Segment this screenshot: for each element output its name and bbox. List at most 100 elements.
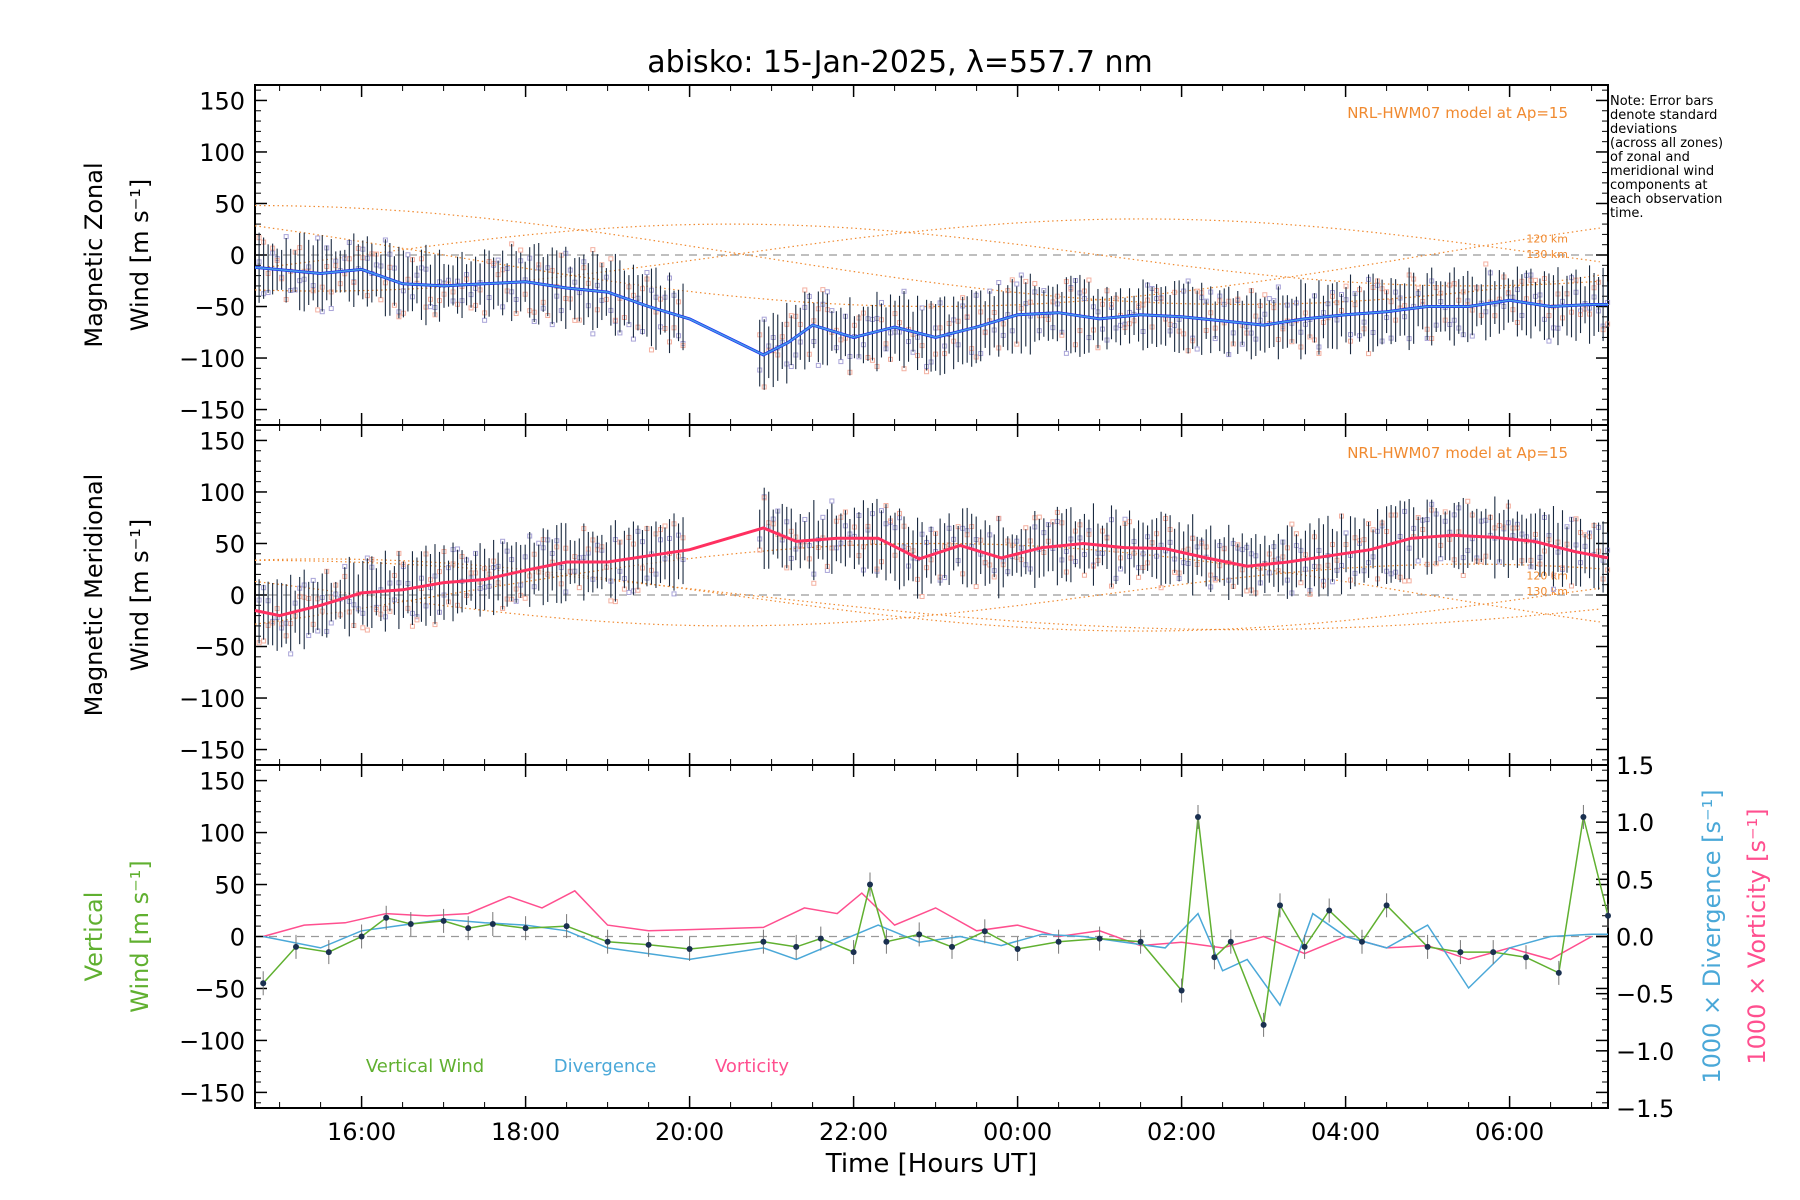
scatter-point [1036, 514, 1042, 520]
scatter-point [630, 336, 636, 342]
vertical-wind-point [522, 925, 529, 932]
vertical-wind-point [883, 938, 890, 945]
y-tick-label: 150 [199, 768, 245, 796]
note-line: Note: Error bars [1610, 94, 1714, 109]
scatter-point [662, 523, 668, 529]
scatter-point [608, 598, 614, 604]
scatter-point [315, 307, 321, 313]
scatter-point [1289, 521, 1295, 527]
model-alt-label: 130 km [1526, 248, 1568, 261]
y-tick-label: −50 [194, 294, 245, 322]
vertical-wind-point [1260, 1021, 1267, 1028]
scatter-point [820, 514, 826, 520]
scatter-point [608, 256, 614, 262]
scatter-point [1406, 578, 1412, 584]
right-y-tick-label: 0.5 [1616, 866, 1654, 894]
right-y-tick-label: −0.5 [1616, 981, 1674, 1009]
scatter-point [590, 247, 596, 253]
vertical-wind-point [1055, 938, 1062, 945]
model-alt-label: 130 km [1526, 585, 1568, 598]
right-y-tick-label: 0.0 [1616, 924, 1654, 952]
scatter-point [802, 287, 808, 293]
meridional-wind-line [254, 526, 1609, 618]
vertical-panel: 150 100 50 0 −50 −100 −150 Vertical Wind [m s⁻¹]… [80, 752, 1771, 1179]
vertical-wind-point [563, 923, 570, 930]
vertical-wind-point [358, 933, 365, 940]
vertical-wind-point [1195, 813, 1201, 820]
model-label: NRL-HWM07 model at Ap=15 [1347, 444, 1568, 462]
vertical-wind-point [867, 881, 873, 888]
x-tick-label: 22:00 [819, 1118, 888, 1146]
x-tick-label: 04:00 [1311, 1118, 1380, 1146]
note-line: denote standard [1610, 108, 1718, 123]
scatter-point [802, 516, 808, 522]
y-axis-label: Vertical [80, 892, 108, 982]
note-line: each observation [1610, 192, 1723, 207]
vertical-wind-point [1277, 902, 1283, 909]
scatter-point [590, 331, 596, 337]
scatter-point [1532, 277, 1538, 283]
scatter-point [1415, 558, 1421, 564]
scatter-point [1081, 572, 1087, 578]
model-alt-label: 120 km [1526, 570, 1568, 583]
vertical-wind-point [1490, 949, 1497, 956]
vertical-wind-point [949, 943, 955, 950]
y-tick-label: 150 [199, 427, 245, 455]
scatter-point [824, 289, 830, 295]
zonal-smooth-line [254, 266, 1608, 356]
y-tick-label: 50 [214, 190, 245, 218]
y-tick-label: 50 [214, 530, 245, 558]
vertical-wind-point [645, 941, 652, 948]
vertical-wind-point [793, 943, 800, 950]
right-y-tick-label: −1.0 [1616, 1038, 1674, 1066]
scatter-point [919, 594, 925, 600]
vertical-wind-point [1326, 907, 1333, 914]
vertical-wind-point [489, 921, 496, 928]
scatter-point [364, 627, 370, 633]
scatter-point [1465, 498, 1471, 504]
vertical-wind-point [850, 949, 857, 956]
scatter-point [1262, 292, 1268, 298]
x-tick-label: 02:00 [1147, 1118, 1216, 1146]
scatter-point [838, 359, 844, 365]
y-tick-label: −100 [179, 685, 245, 713]
vertical-wind-point [1137, 938, 1144, 945]
scatter-point [1343, 530, 1349, 536]
y-tick-label: 0 [230, 242, 245, 270]
scatter-point [283, 234, 289, 240]
right-axis-label-vorticity: 1000 × Vorticity [s⁻¹] [1743, 808, 1771, 1064]
scatter-point [576, 585, 582, 591]
right-y-tick-label: 1.5 [1616, 752, 1654, 780]
note-line: (across all zones) [1610, 136, 1724, 151]
y-tick-label: −100 [179, 1027, 245, 1055]
y-axis-label: Wind [m s⁻¹] [126, 519, 154, 671]
note-line: deviations [1610, 122, 1678, 137]
vertical-wind-point [1014, 945, 1021, 952]
vertical-wind-point [760, 938, 767, 945]
right-y-tick-label: 1.0 [1616, 809, 1654, 837]
note-line: of zonal and [1610, 150, 1690, 165]
vertical-wind-point [1424, 943, 1431, 950]
y-tick-label: −150 [179, 1079, 245, 1107]
scatter-point [482, 317, 488, 323]
meridional-panel: 150 100 50 0 −50 −100 −150 Magnetic Meridional W… [80, 424, 1611, 766]
right-y-tick-label: −1.5 [1616, 1095, 1674, 1123]
scatter-point [315, 235, 321, 241]
right-axis-label-divergence: 1000 × Divergence [s⁻¹] [1698, 789, 1726, 1083]
legend-entry: Divergence [554, 1056, 657, 1077]
vertical-wind-point [1227, 938, 1234, 945]
x-tick-label: 06:00 [1475, 1118, 1544, 1146]
note-line: meridional wind [1610, 164, 1715, 179]
scatter-point [626, 590, 632, 596]
scatter-point [820, 287, 826, 293]
y-axis-label: Magnetic Zonal [80, 162, 108, 347]
scatter-point [378, 297, 384, 303]
divergence-line [263, 912, 1608, 1007]
scatter-point [648, 347, 654, 353]
scatter-point [1546, 338, 1552, 344]
x-tick-label: 16:00 [327, 1118, 396, 1146]
scatter-point [1023, 525, 1029, 531]
scatter-point [1063, 350, 1069, 356]
y-tick-label: −150 [179, 737, 245, 765]
